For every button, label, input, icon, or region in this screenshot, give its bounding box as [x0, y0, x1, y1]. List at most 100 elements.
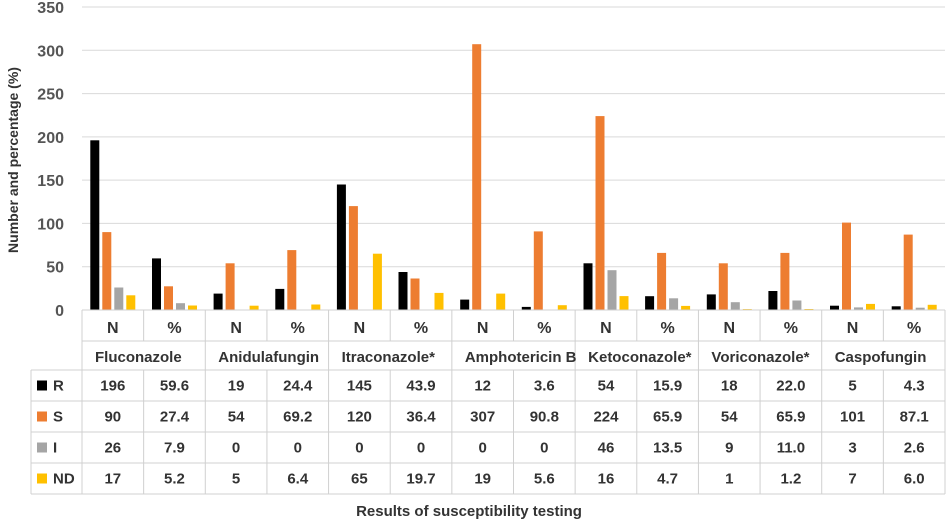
data-label: 5	[848, 378, 856, 395]
y-tick-label: 300	[37, 43, 64, 60]
bar-r	[521, 306, 531, 310]
bar-r	[706, 294, 716, 310]
bar-nd	[681, 305, 691, 310]
bar-nd	[249, 305, 259, 310]
data-label: 12	[474, 378, 491, 395]
series-name: R	[53, 378, 64, 395]
bar-i	[176, 303, 185, 310]
data-label: 16	[598, 471, 615, 488]
y-tick-label: 250	[37, 87, 64, 104]
data-label: 26	[104, 440, 121, 457]
table-subheader: N	[230, 320, 242, 337]
data-label: 65.9	[653, 409, 682, 426]
bar-nd	[311, 304, 321, 310]
data-label: 101	[840, 409, 865, 426]
bar-s	[102, 232, 112, 310]
data-label: 18	[721, 378, 738, 395]
bar-nd	[619, 296, 629, 310]
bar-s	[348, 206, 358, 310]
data-label: 7.9	[164, 440, 185, 457]
data-label: 5.2	[164, 471, 185, 488]
bar-nd	[866, 303, 875, 310]
bar-nd	[188, 305, 197, 310]
bar-r	[213, 293, 223, 310]
table-drug-header: Ketoconazole*	[588, 349, 692, 366]
data-label: 0	[232, 440, 240, 457]
table-drug-header: Voriconazole*	[711, 349, 809, 366]
y-tick-label: 100	[37, 216, 64, 233]
data-label: 69.2	[283, 409, 312, 426]
data-label: 4.7	[657, 471, 678, 488]
table-subheader: %	[660, 320, 674, 337]
data-label: 224	[593, 409, 619, 426]
y-tick-label: 150	[37, 173, 64, 190]
bar-s	[225, 263, 235, 310]
table-subheader: N	[600, 320, 612, 337]
data-label: 54	[598, 378, 615, 395]
data-label: 65.9	[776, 409, 805, 426]
data-label: 145	[347, 378, 372, 395]
bar-s	[780, 252, 790, 310]
bar-s	[287, 250, 297, 310]
bar-r	[830, 305, 839, 310]
table-subheader: %	[907, 320, 921, 337]
bar-r	[891, 306, 901, 310]
data-label: 19.7	[406, 471, 435, 488]
bar-r	[336, 184, 346, 310]
data-label: 9	[725, 440, 733, 457]
data-label: 3.6	[534, 378, 555, 395]
bar-i	[607, 270, 617, 310]
data-label: 5.6	[534, 471, 555, 488]
y-axis-ticks: 0 50 100 150 200 250 300 350	[37, 0, 64, 320]
series-name: ND	[53, 471, 75, 488]
y-axis-label: Number and percentage (%)	[5, 67, 21, 253]
y-tick-label: 350	[37, 0, 64, 17]
bar-nd	[927, 304, 937, 310]
data-label: 87.1	[900, 409, 929, 426]
data-label: 36.4	[406, 409, 436, 426]
bar-s	[533, 231, 543, 310]
data-label: 196	[100, 378, 125, 395]
table-subheader: N	[107, 320, 119, 337]
bar-s	[657, 252, 667, 310]
data-label: 120	[347, 409, 372, 426]
bar-r	[768, 291, 778, 310]
bar-i	[669, 298, 679, 310]
data-label: 5	[232, 471, 240, 488]
data-label: 2.6	[904, 440, 925, 457]
data-label: 3	[848, 440, 856, 457]
bar-r	[583, 263, 593, 310]
data-label: 24.4	[283, 378, 313, 395]
bar-r	[398, 272, 408, 310]
data-label: 27.4	[160, 409, 190, 426]
data-label: 22.0	[776, 378, 805, 395]
bar-i	[915, 307, 925, 310]
bar-i	[792, 300, 802, 310]
bar-nd	[434, 292, 444, 310]
data-label: 0	[294, 440, 302, 457]
y-tick-label: 0	[55, 303, 64, 320]
data-label: 4.3	[904, 378, 925, 395]
data-label: 54	[228, 409, 245, 426]
table-subheader: N	[354, 320, 366, 337]
table-subheader: N	[723, 320, 735, 337]
data-label: 43.9	[406, 378, 435, 395]
data-label: 307	[470, 409, 495, 426]
data-label: 0	[355, 440, 363, 457]
bar-s	[718, 263, 728, 310]
data-label: 15.9	[653, 378, 682, 395]
bar-nd	[496, 293, 506, 310]
table-subheader: %	[291, 320, 305, 337]
bar-series	[90, 44, 937, 310]
data-label: 59.6	[160, 378, 189, 395]
table-subheader: %	[784, 320, 798, 337]
y-tick-label: 200	[37, 130, 64, 147]
y-tick-label: 50	[46, 260, 64, 277]
table-drug-header: Fluconazole	[95, 349, 182, 366]
data-label: 65	[351, 471, 368, 488]
bar-r	[645, 296, 655, 310]
bar-s	[842, 222, 851, 310]
table-drug-header: Caspofungin	[835, 349, 927, 366]
data-label: 6.0	[904, 471, 925, 488]
